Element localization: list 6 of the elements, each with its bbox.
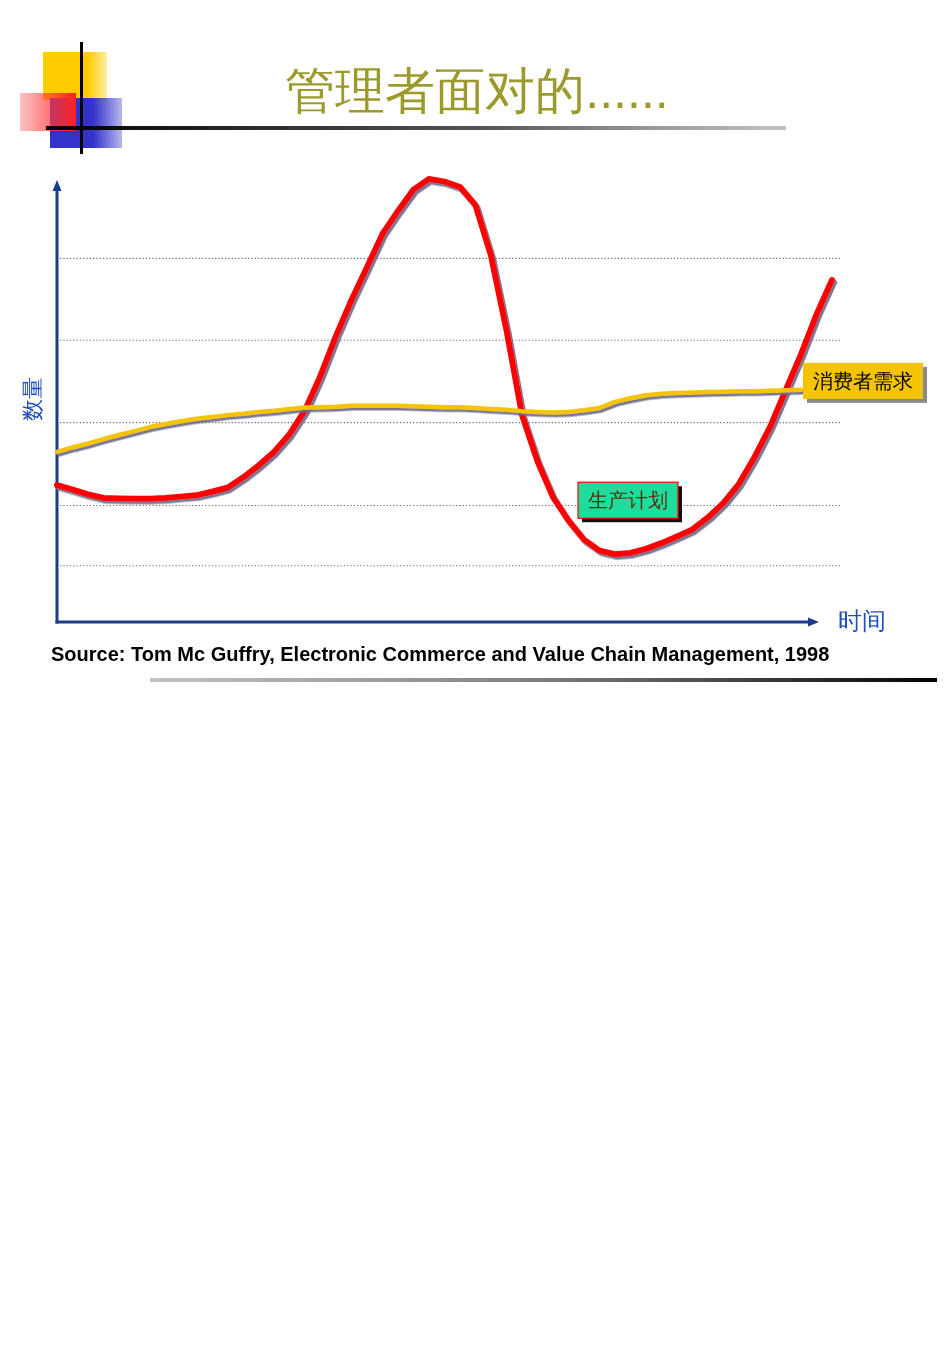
y-axis-title: 数量 (20, 377, 45, 421)
series-label: 生产计划 (588, 489, 668, 512)
source-note: Source: Tom Mc Guffry, Electronic Commerce and Value Chain Management, 1998 (51, 643, 830, 665)
series-label: 消费者需求 (813, 369, 913, 392)
x-axis-title: 时间 (838, 607, 886, 634)
chart-title: 管理者面对的...... (285, 63, 669, 119)
